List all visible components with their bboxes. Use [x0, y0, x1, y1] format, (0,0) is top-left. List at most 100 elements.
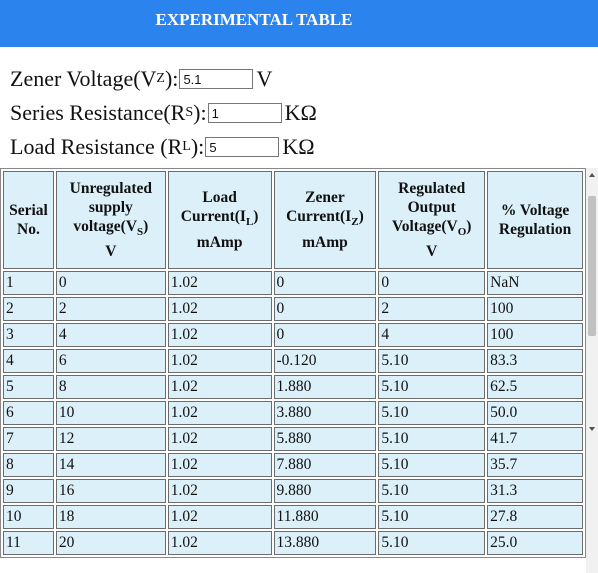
series-resistance-unit: KΩ	[284, 100, 317, 125]
cell-regulated-output: 2	[378, 297, 486, 321]
experimental-table: Serial No. Unregulated supply voltage(VS) V …	[0, 168, 586, 558]
cell-serial: 7	[3, 427, 54, 451]
page-header: EXPERIMENTAL TABLE	[0, 0, 598, 47]
table-row: 2 2 1.02 0 2 100	[3, 297, 583, 321]
load-resistance-subscript: L	[182, 139, 191, 154]
cell-zener-current: 7.880	[273, 453, 377, 477]
cell-voltage-regulation: 35.7	[487, 453, 583, 477]
cell-zener-current: 0	[273, 271, 377, 295]
cell-zener-current: 5.880	[273, 427, 377, 451]
cell-voltage-regulation: 100	[487, 323, 583, 347]
zener-voltage-subscript: Z	[156, 71, 165, 86]
cell-load-current: 1.02	[167, 505, 272, 529]
cell-regulated-output: 5.10	[378, 453, 486, 477]
cell-unregulated-voltage: 14	[55, 453, 166, 477]
cell-load-current: 1.02	[167, 453, 272, 477]
page-title: EXPERIMENTAL TABLE	[155, 10, 353, 29]
load-resistance-unit: KΩ	[282, 134, 315, 159]
cell-zener-current: -0.120	[273, 349, 377, 373]
table-row: 11 20 1.02 13.880 5.10 25.0	[3, 531, 583, 555]
cell-zener-current: 1.880	[273, 375, 377, 399]
series-resistance-input[interactable]	[207, 103, 282, 123]
cell-voltage-regulation: 31.3	[487, 479, 583, 503]
cell-serial: 9	[3, 479, 54, 503]
table-row: 3 4 1.02 0 4 100	[3, 323, 583, 347]
cell-regulated-output: 5.10	[378, 531, 486, 555]
header-load-current: Load Current(IL) mAmp	[167, 171, 272, 269]
cell-load-current: 1.02	[167, 427, 272, 451]
scrollbar-thumb[interactable]	[588, 196, 596, 336]
table-header-row: Serial No. Unregulated supply voltage(VS) V …	[3, 171, 583, 269]
cell-load-current: 1.02	[167, 349, 272, 373]
table-row: 1 0 1.02 0 0 NaN	[3, 271, 583, 295]
cell-serial: 8	[3, 453, 54, 477]
cell-regulated-output: 0	[378, 271, 486, 295]
cell-zener-current: 0	[273, 323, 377, 347]
table-row: 6 10 1.02 3.880 5.10 50.0	[3, 401, 583, 425]
load-resistance-input[interactable]	[205, 137, 280, 157]
zener-voltage-label-tail: ):	[164, 66, 179, 91]
cell-serial: 3	[3, 323, 54, 347]
header-voltage-regulation: % Voltage Regulation	[487, 171, 583, 269]
cell-voltage-regulation: NaN	[487, 271, 583, 295]
cell-load-current: 1.02	[167, 531, 272, 555]
table-row: 9 16 1.02 9.880 5.10 31.3	[3, 479, 583, 503]
series-resistance-subscript: S	[185, 105, 194, 120]
cell-serial: 10	[3, 505, 54, 529]
cell-unregulated-voltage: 8	[55, 375, 166, 399]
cell-regulated-output: 5.10	[378, 479, 486, 503]
cell-unregulated-voltage: 12	[55, 427, 166, 451]
cell-zener-current: 9.880	[273, 479, 377, 503]
cell-voltage-regulation: 100	[487, 297, 583, 321]
zener-voltage-row: Zener Voltage(VZ): V	[10, 62, 317, 96]
header-zener-current: Zener Current(IZ) mAmp	[273, 171, 377, 269]
load-resistance-label-tail: ):	[190, 134, 205, 159]
table-row: 7 12 1.02 5.880 5.10 41.7	[3, 427, 583, 451]
load-resistance-label: Load Resistance (R	[10, 134, 183, 159]
table-body: 1 0 1.02 0 0 NaN 2 2 1.02 0 2 100 3 4 1.02 0 4 100 4 6 1.…	[3, 271, 583, 555]
parameters-panel: Zener Voltage(VZ): V Series Resistance(R…	[10, 62, 317, 164]
load-resistance-row: Load Resistance (RL): KΩ	[10, 130, 317, 164]
header-unregulated-voltage: Unregulated supply voltage(VS) V	[55, 171, 166, 269]
cell-voltage-regulation: 27.8	[487, 505, 583, 529]
table-scrollbar[interactable]	[586, 168, 598, 573]
table-row: 8 14 1.02 7.880 5.10 35.7	[3, 453, 583, 477]
cell-unregulated-voltage: 10	[55, 401, 166, 425]
cell-regulated-output: 5.10	[378, 505, 486, 529]
cell-serial: 5	[3, 375, 54, 399]
cell-regulated-output: 5.10	[378, 375, 486, 399]
cell-load-current: 1.02	[167, 375, 272, 399]
table-row: 4 6 1.02 -0.120 5.10 83.3	[3, 349, 583, 373]
cell-load-current: 1.02	[167, 297, 272, 321]
scroll-up-arrow-icon[interactable]	[586, 170, 598, 180]
cell-regulated-output: 5.10	[378, 349, 486, 373]
header-regulated-output: Regulated Output Voltage(VO) V	[378, 171, 486, 269]
series-resistance-label-tail: ):	[193, 100, 207, 125]
cell-unregulated-voltage: 2	[55, 297, 166, 321]
zener-voltage-input[interactable]	[179, 69, 254, 89]
cell-unregulated-voltage: 0	[55, 271, 166, 295]
table-row: 5 8 1.02 1.880 5.10 62.5	[3, 375, 583, 399]
cell-regulated-output: 4	[378, 323, 486, 347]
cell-unregulated-voltage: 4	[55, 323, 166, 347]
cell-regulated-output: 5.10	[378, 427, 486, 451]
cell-voltage-regulation: 83.3	[487, 349, 583, 373]
zener-voltage-label: Zener Voltage(V	[10, 66, 157, 91]
cell-serial: 1	[3, 271, 54, 295]
cell-zener-current: 11.880	[273, 505, 377, 529]
cell-serial: 2	[3, 297, 54, 321]
cell-unregulated-voltage: 18	[55, 505, 166, 529]
cell-serial: 11	[3, 531, 54, 555]
cell-voltage-regulation: 41.7	[487, 427, 583, 451]
scroll-down-arrow-icon[interactable]	[586, 424, 598, 434]
cell-unregulated-voltage: 6	[55, 349, 166, 373]
series-resistance-label: Series Resistance(R	[10, 100, 186, 125]
cell-zener-current: 3.880	[273, 401, 377, 425]
cell-unregulated-voltage: 16	[55, 479, 166, 503]
cell-zener-current: 13.880	[273, 531, 377, 555]
zener-voltage-unit: V	[256, 66, 273, 91]
experimental-table-container[interactable]: Serial No. Unregulated supply voltage(VS) V …	[0, 168, 588, 573]
cell-load-current: 1.02	[167, 271, 272, 295]
cell-voltage-regulation: 25.0	[487, 531, 583, 555]
series-resistance-row: Series Resistance(RS): KΩ	[10, 96, 317, 130]
